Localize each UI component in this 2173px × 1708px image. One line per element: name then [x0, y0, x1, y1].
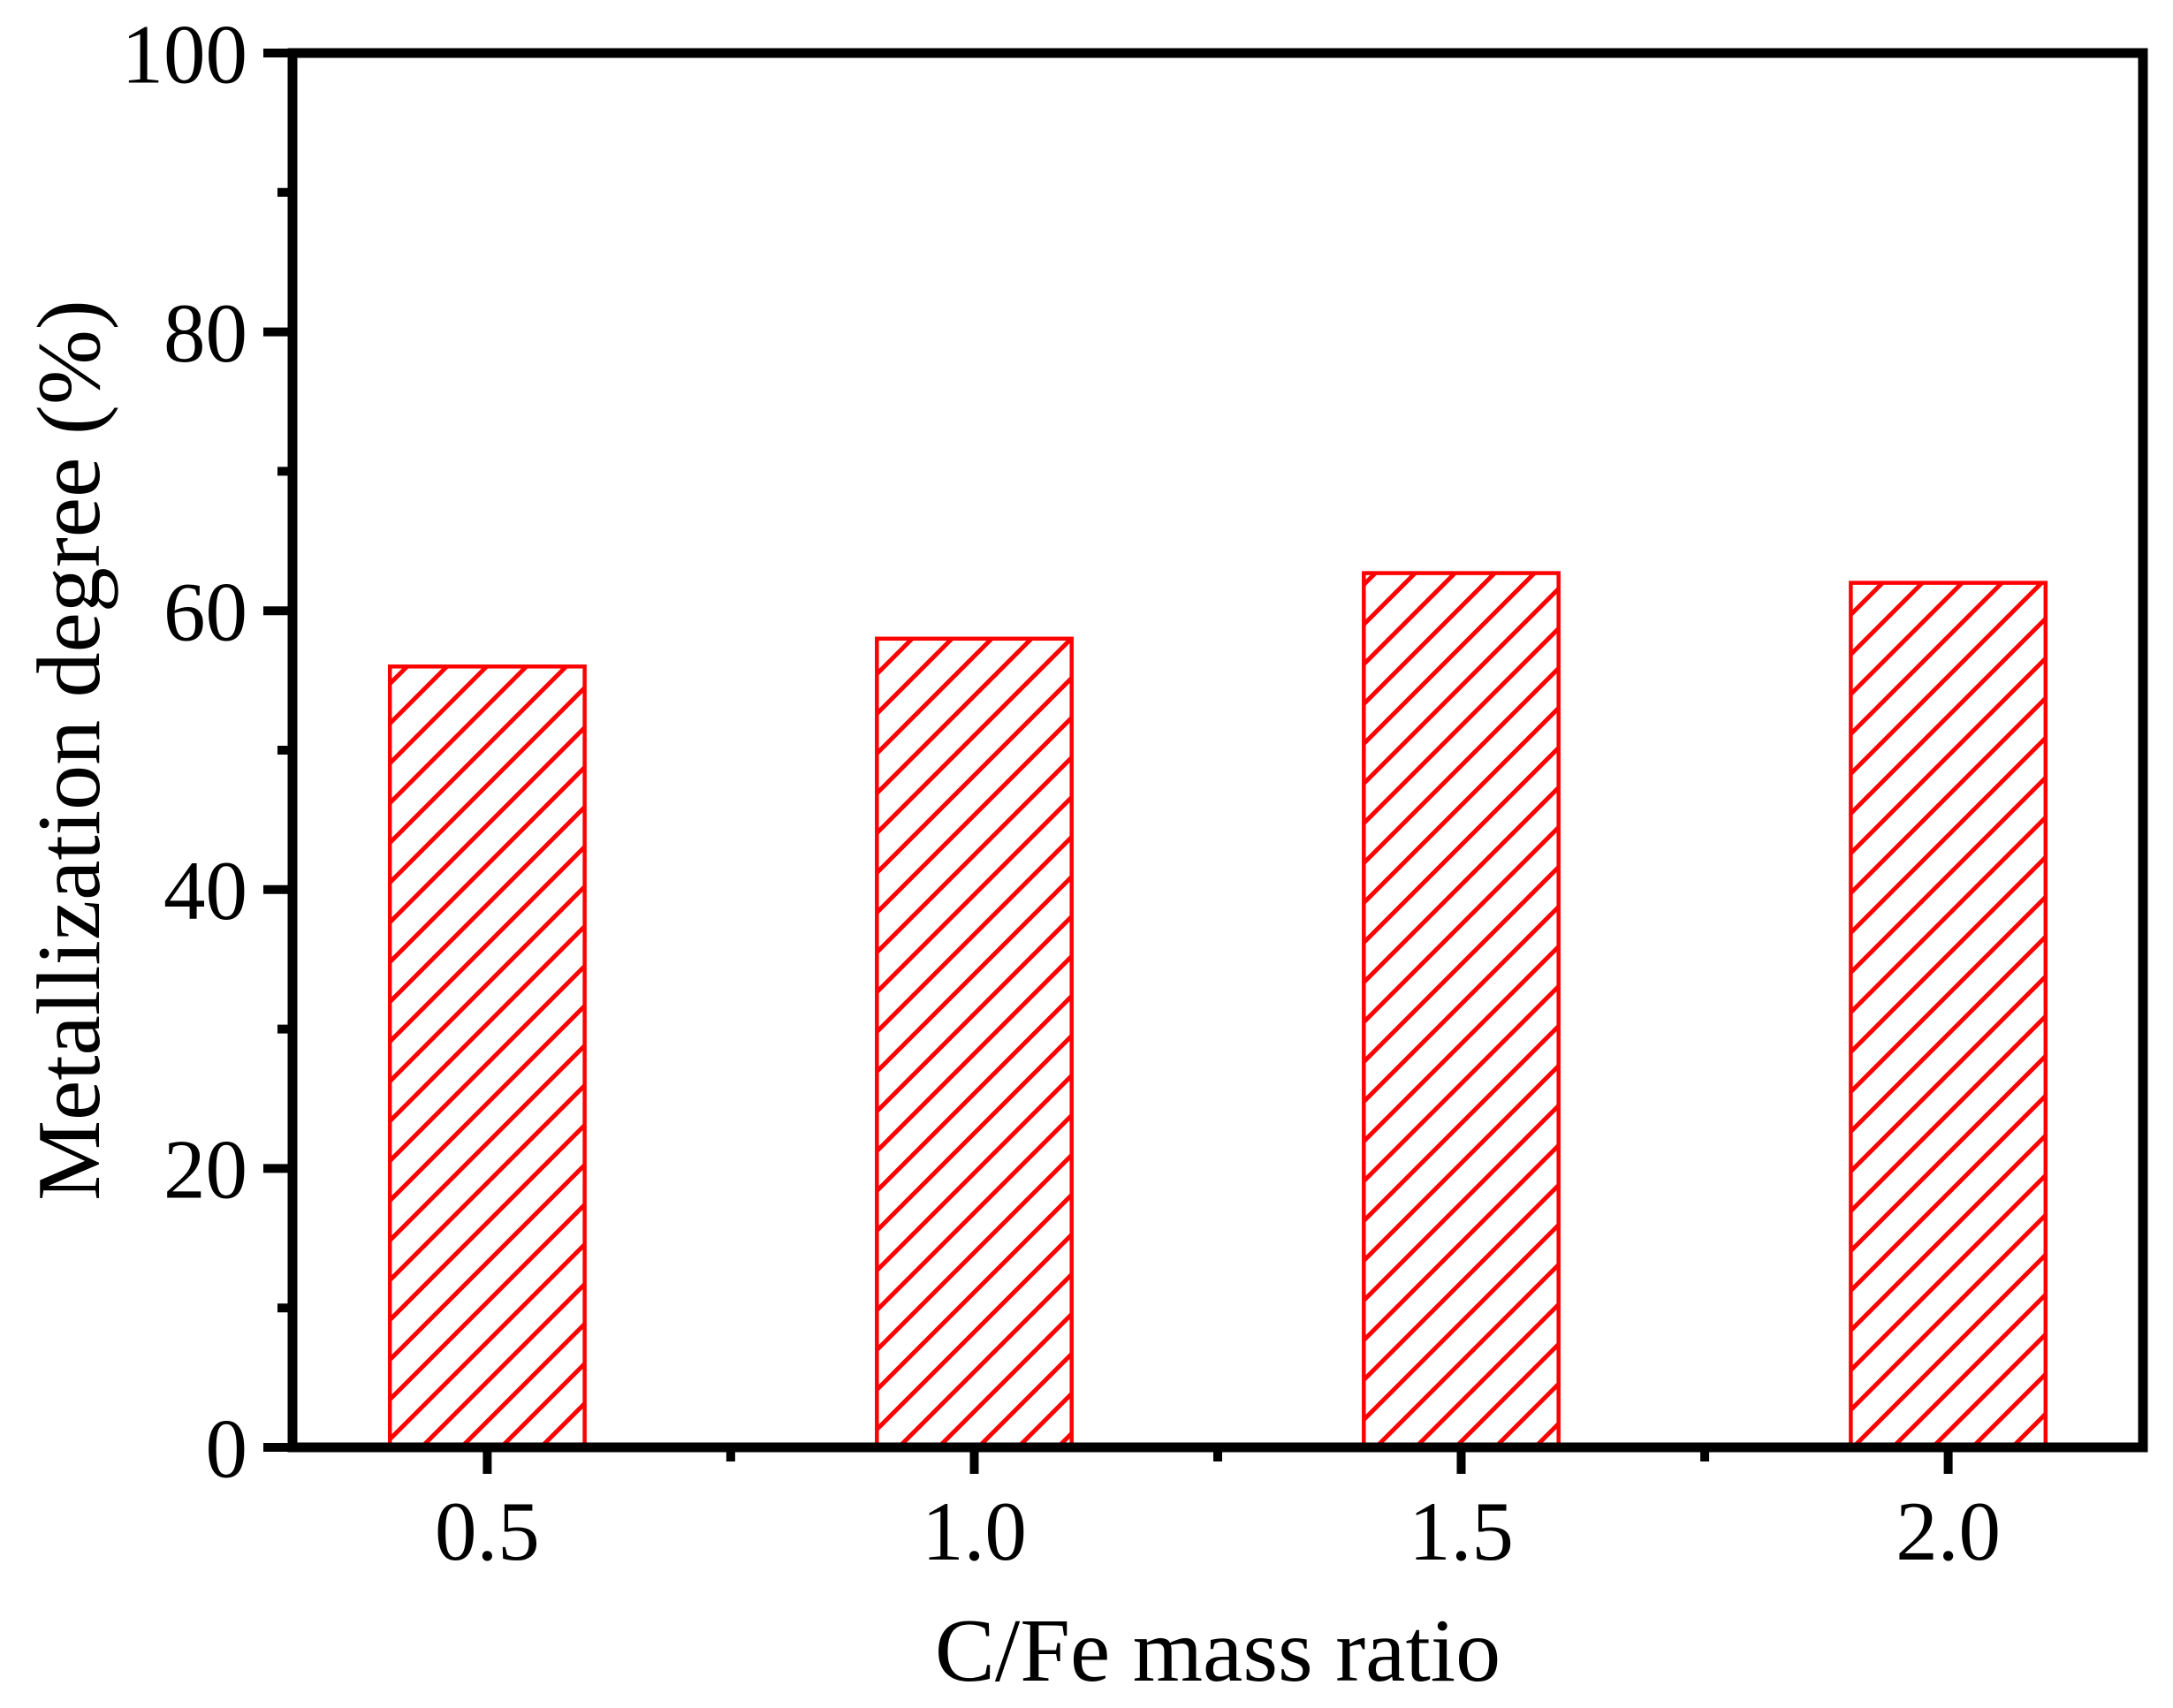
- x-tick-label: 0.5: [435, 1484, 540, 1578]
- y-axis-title: Metallization degree (%): [19, 300, 119, 1201]
- x-tick-label: 1.0: [922, 1484, 1027, 1578]
- x-tick-label: 1.5: [1409, 1484, 1514, 1578]
- y-tick-label: 100: [122, 7, 248, 101]
- bar-0.5: [387, 664, 587, 1450]
- y-tick-label: 80: [163, 286, 247, 380]
- bar-1.0: [875, 636, 1074, 1450]
- y-tick-label: 0: [206, 1401, 248, 1495]
- y-tick-label: 20: [163, 1123, 247, 1217]
- x-axis-title: C/Fe mass ratio: [935, 1601, 1501, 1701]
- x-tick-label: 2.0: [1896, 1484, 2001, 1578]
- plot-area: 0 20 40 60 80 100 0.5 1.0 1.5 2.0: [122, 7, 2148, 1578]
- bar-1.5: [1362, 571, 1561, 1450]
- y-tick-label: 40: [163, 844, 247, 938]
- bar-2.0: [1849, 581, 2048, 1450]
- y-tick-label: 60: [163, 565, 247, 658]
